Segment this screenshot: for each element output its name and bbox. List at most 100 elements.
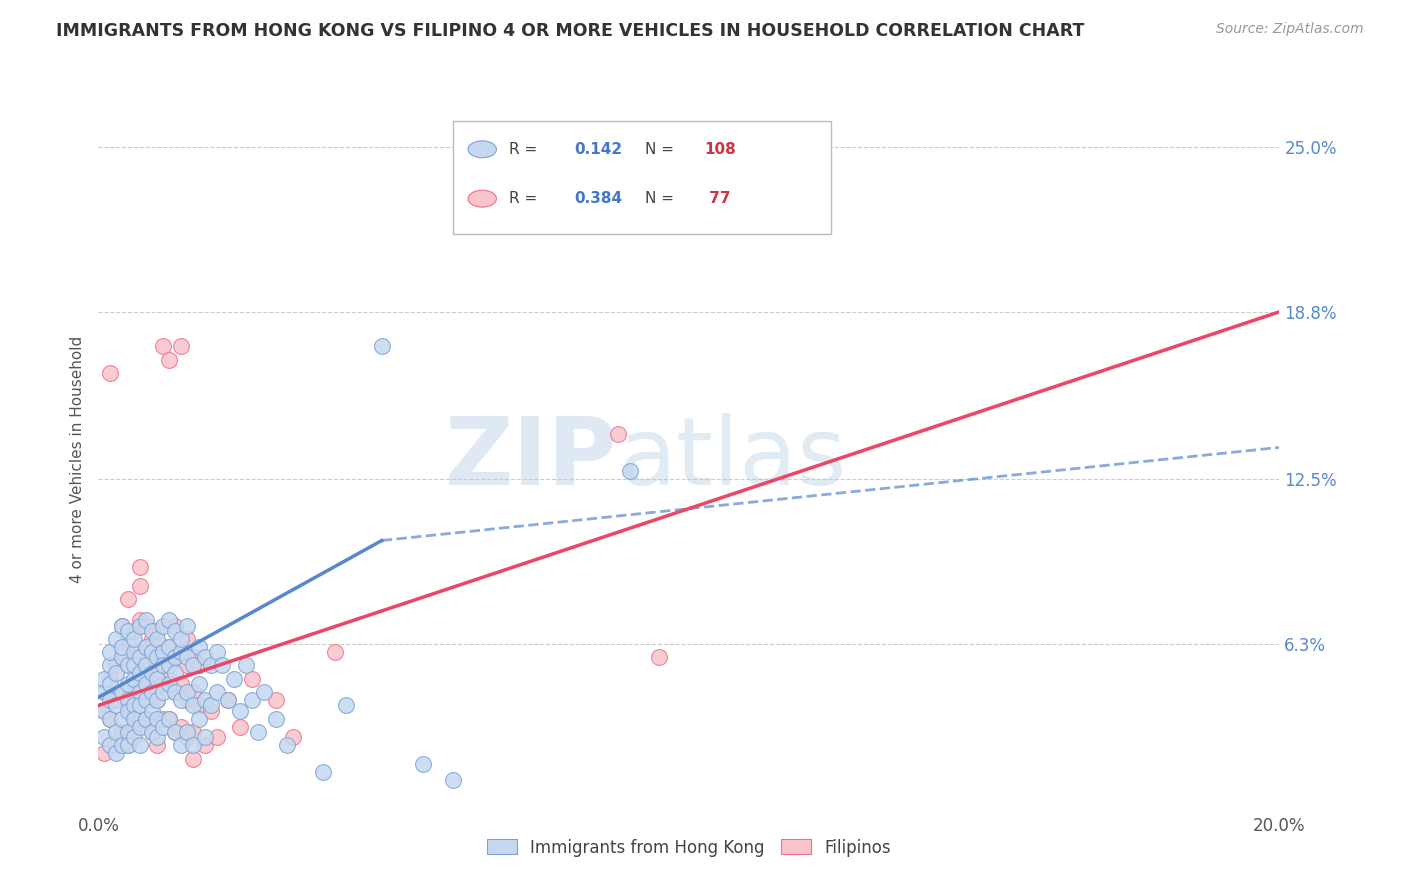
Text: N =: N = — [645, 191, 679, 206]
Point — [128, 712, 150, 726]
Circle shape — [468, 190, 496, 207]
Point — [152, 720, 174, 734]
Point — [128, 650, 150, 665]
Point — [170, 632, 193, 646]
Point — [152, 685, 174, 699]
Point — [98, 645, 121, 659]
Point — [122, 672, 145, 686]
Text: 0.384: 0.384 — [575, 191, 623, 206]
Point — [141, 650, 163, 665]
Point — [200, 658, 222, 673]
Point — [152, 339, 174, 353]
Point — [141, 704, 163, 718]
Point — [165, 685, 187, 699]
Point — [170, 645, 193, 659]
Point — [152, 658, 174, 673]
Point — [111, 685, 134, 699]
Text: atlas: atlas — [619, 413, 846, 506]
Point — [176, 693, 198, 707]
Point — [141, 632, 163, 646]
Point — [146, 672, 169, 686]
Point — [111, 618, 134, 632]
Point — [165, 618, 187, 632]
Point — [194, 693, 217, 707]
Point — [152, 618, 174, 632]
Point — [152, 712, 174, 726]
Point — [152, 677, 174, 691]
Point — [105, 632, 128, 646]
Point — [98, 712, 121, 726]
Point — [283, 731, 305, 745]
Point — [335, 698, 357, 713]
Point — [152, 645, 174, 659]
Point — [105, 746, 128, 760]
Point — [323, 645, 346, 659]
Point — [105, 658, 128, 673]
Point — [146, 712, 169, 726]
Text: Source: ZipAtlas.com: Source: ZipAtlas.com — [1216, 22, 1364, 37]
Point — [157, 658, 180, 673]
Point — [135, 640, 157, 654]
Point — [111, 640, 134, 654]
Point — [229, 704, 252, 718]
Point — [122, 731, 145, 745]
Point — [170, 738, 193, 752]
Point — [176, 618, 198, 632]
Text: ZIP: ZIP — [446, 413, 619, 506]
Point — [141, 624, 163, 638]
Point — [170, 693, 193, 707]
Point — [122, 720, 145, 734]
Point — [187, 698, 209, 713]
Point — [98, 658, 121, 673]
Point — [176, 685, 198, 699]
Point — [194, 738, 217, 752]
Point — [194, 731, 217, 745]
Point — [93, 704, 115, 718]
Point — [217, 693, 239, 707]
Point — [371, 339, 394, 353]
Point — [141, 666, 163, 681]
Point — [165, 650, 187, 665]
Point — [187, 640, 209, 654]
Point — [224, 672, 246, 686]
Point — [122, 645, 145, 659]
Point — [240, 693, 263, 707]
Point — [128, 579, 150, 593]
Point — [146, 693, 169, 707]
Point — [141, 685, 163, 699]
Point — [105, 738, 128, 752]
Point — [165, 725, 187, 739]
Point — [205, 685, 228, 699]
Point — [253, 685, 276, 699]
Point — [122, 698, 145, 713]
Point — [146, 650, 169, 665]
Point — [157, 613, 180, 627]
Point — [105, 725, 128, 739]
Point — [264, 693, 287, 707]
Point — [141, 685, 163, 699]
Point — [157, 712, 180, 726]
Point — [181, 658, 204, 673]
Point — [135, 613, 157, 627]
Point — [122, 685, 145, 699]
Point — [157, 672, 180, 686]
Point — [122, 658, 145, 673]
Point — [170, 720, 193, 734]
Point — [98, 366, 121, 380]
Point — [135, 672, 157, 686]
Point — [135, 658, 157, 673]
Point — [111, 738, 134, 752]
Point — [141, 725, 163, 739]
Point — [122, 632, 145, 646]
Point — [205, 731, 228, 745]
Point — [122, 624, 145, 638]
Point — [607, 427, 630, 442]
Point — [122, 712, 145, 726]
Point — [176, 632, 198, 646]
Point — [229, 720, 252, 734]
Point — [135, 693, 157, 707]
Point — [98, 677, 121, 691]
Point — [135, 618, 157, 632]
Point — [93, 685, 115, 699]
Point — [619, 464, 641, 478]
